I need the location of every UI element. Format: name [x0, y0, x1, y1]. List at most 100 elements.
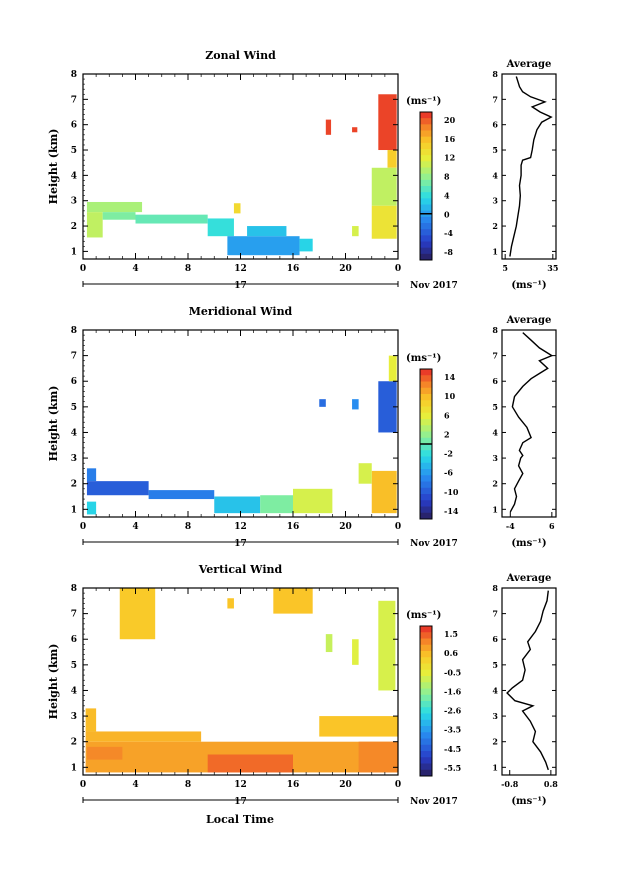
- heatmap-cell-0-10: [352, 127, 358, 133]
- x-tick-label-0-2: 8: [185, 264, 191, 274]
- average-frame-1: [501, 329, 557, 518]
- colorbar-segment-1-18: [420, 481, 432, 489]
- colorbar-segment-1-21: [420, 500, 432, 507]
- heatmap-cell-0-12: [387, 150, 397, 168]
- colorbar-segment-2-8: [420, 676, 432, 683]
- colorbar-segment-1-10: [420, 431, 432, 439]
- y-tick-label-1-2: 3: [71, 454, 77, 464]
- colorbar-segment-1-4: [420, 394, 432, 401]
- y-tick-label-1-0: 1: [71, 505, 77, 515]
- x-tick-label-1-1: 4: [132, 522, 138, 532]
- avg-x-label-0: (ms⁻¹): [511, 280, 546, 291]
- avg-x-tick-label-2-0: -0.8: [501, 779, 519, 789]
- y-tick-label-1-6: 7: [71, 352, 77, 362]
- colorbar-segment-2-17: [420, 732, 432, 739]
- colorbar-segment-0-18: [420, 223, 432, 230]
- avg-y-tick-label-0-3: 4: [492, 170, 498, 180]
- avg-y-tick-label-1-1: 2: [492, 479, 498, 489]
- colorbar-segment-0-8: [420, 161, 432, 168]
- colorbar-segment-0-4: [420, 136, 432, 144]
- colorbar-tick-label-0-1: 16: [444, 134, 456, 144]
- avg-y-tick-label-1-6: 7: [492, 351, 498, 361]
- colorbar-segment-1-20: [420, 494, 432, 501]
- colorbar-segment-0-6: [420, 149, 432, 156]
- y-tick-label-1-7: 8: [71, 326, 77, 336]
- avg-y-tick-label-2-2: 3: [492, 711, 498, 721]
- colorbar-tick-label-1-1: 10: [444, 391, 456, 401]
- heatmap-cell-0-15: [352, 226, 359, 237]
- y-tick-label-1-4: 5: [71, 403, 77, 413]
- heatmap-cell-1-5: [260, 495, 293, 514]
- x-tick-label-0-5: 20: [339, 264, 352, 274]
- heatmap-cell-1-7: [319, 399, 326, 407]
- colorbar-segment-2-0: [420, 626, 432, 633]
- avg-y-tick-label-2-7: 8: [492, 583, 498, 593]
- y-tick-label-2-2: 3: [71, 712, 77, 722]
- colorbar-segment-0-1: [420, 118, 432, 125]
- colorbar-tick-label-0-3: 8: [444, 172, 450, 182]
- colorbar-segment-2-1: [420, 632, 432, 639]
- colorbar-segment-2-7: [420, 669, 432, 677]
- heatmap-cell-2-8: [227, 598, 234, 609]
- colorbar-tick-label-1-6: -10: [444, 487, 459, 497]
- x-tick-label-1-6: 0: [395, 522, 401, 532]
- colorbar-tick-label-1-5: -6: [444, 468, 453, 478]
- colorbar-segment-0-22: [420, 247, 432, 255]
- colorbar-segment-2-12: [420, 701, 432, 708]
- colorbar-tick-label-0-0: 20: [444, 115, 456, 125]
- colorbar-segment-0-19: [420, 229, 432, 236]
- colorbar-tick-label-2-2: -0.5: [444, 667, 461, 677]
- colorbar-tick-label-2-3: -1.6: [444, 686, 462, 696]
- colorbar-tick-label-1-2: 6: [444, 410, 450, 420]
- colorbar-segment-2-13: [420, 707, 432, 714]
- colorbar-segment-2-9: [420, 682, 432, 689]
- colorbar-units-1: (ms⁻¹): [406, 353, 441, 364]
- average-profile-line-1: [509, 332, 554, 513]
- colorbar-tick-label-2-5: -3.5: [444, 725, 461, 735]
- y-axis-label-1: Height (km): [47, 386, 60, 462]
- heatmap-cell-0-11: [378, 94, 397, 151]
- avg-y-tick-label-2-5: 6: [492, 634, 498, 644]
- x-tick-label-0-1: 4: [132, 264, 138, 274]
- avg-y-tick-label-0-1: 2: [492, 221, 498, 231]
- heatmap-cell-2-11: [352, 639, 359, 665]
- y-tick-label-2-7: 8: [71, 584, 77, 594]
- x-axis-label-local-time: Local Time: [206, 813, 274, 826]
- colorbar-segment-0-13: [420, 192, 432, 199]
- colorbar-segment-2-11: [420, 694, 432, 702]
- colorbar-segment-2-14: [420, 713, 432, 721]
- colorbar-segment-2-3: [420, 644, 432, 652]
- average-title-1: Average: [506, 315, 552, 326]
- heatmap-cell-0-3: [135, 214, 208, 224]
- avg-x-tick-label-1-1: 6: [549, 521, 555, 531]
- colorbar-segment-0-2: [420, 124, 432, 131]
- colorbar-segment-1-11: [420, 437, 432, 445]
- avg-y-tick-label-0-2: 3: [492, 196, 498, 206]
- avg-x-tick-label-0-1: 35: [547, 263, 558, 273]
- colorbar-segment-1-8: [420, 419, 432, 426]
- colorbar-segment-0-12: [420, 186, 432, 193]
- x-tick-label-1-4: 16: [287, 522, 300, 532]
- colorbar-tick-label-2-4: -2.6: [444, 706, 462, 716]
- heatmap-cell-1-11: [371, 470, 397, 514]
- heatmap-cell-1-4: [214, 496, 261, 514]
- date-label-1: Nov 2017: [410, 539, 458, 549]
- y-tick-label-0-1: 2: [71, 222, 77, 232]
- y-tick-label-0-4: 5: [71, 146, 77, 156]
- avg-y-tick-label-0-0: 1: [492, 246, 498, 256]
- heatmap-cell-2-9: [325, 634, 333, 653]
- y-tick-label-0-6: 7: [71, 95, 77, 105]
- y-tick-label-1-5: 6: [71, 377, 77, 387]
- colorbar-tick-label-0-4: 4: [444, 190, 450, 200]
- colorbar-segment-2-18: [420, 738, 432, 746]
- colorbar-segment-1-19: [420, 487, 432, 495]
- heatmap-cell-1-8: [352, 399, 359, 410]
- x-tick-label-1-0: 0: [80, 522, 86, 532]
- avg-x-tick-label-0-0: 5: [502, 263, 508, 273]
- avg-y-tick-label-0-4: 5: [492, 145, 498, 155]
- average-title-2: Average: [506, 573, 552, 584]
- y-tick-label-2-6: 7: [71, 610, 77, 620]
- colorbar-segment-1-17: [420, 475, 432, 482]
- avg-y-tick-label-2-6: 7: [492, 609, 498, 619]
